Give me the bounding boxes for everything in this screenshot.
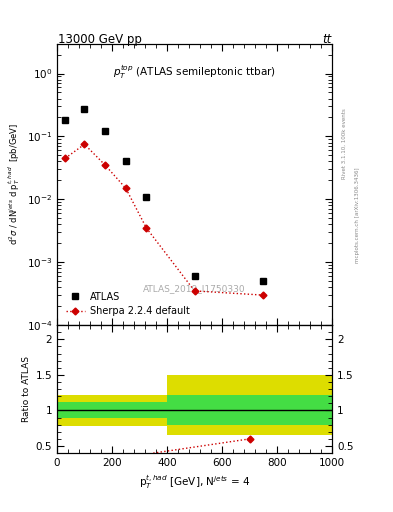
Y-axis label: Ratio to ATLAS: Ratio to ATLAS — [22, 356, 31, 422]
Sherpa 2.2.4 default — [261, 292, 266, 298]
ATLAS — [261, 278, 266, 284]
Y-axis label: d$^2\sigma$ / dN$^{jets}$ d p$_T^{t,had}$  [pb/GeV]: d$^2\sigma$ / dN$^{jets}$ d p$_T^{t,had}… — [7, 123, 22, 245]
Sherpa 2.2.4 default — [103, 162, 108, 168]
Text: $p_T^{top}$ (ATLAS semileptonic ttbar): $p_T^{top}$ (ATLAS semileptonic ttbar) — [113, 63, 276, 81]
X-axis label: p$_T^{t,had}$ [GeV], N$^{jets}$ = 4: p$_T^{t,had}$ [GeV], N$^{jets}$ = 4 — [139, 474, 250, 490]
Text: tt: tt — [322, 33, 331, 46]
Line: Sherpa 2.2.4 default: Sherpa 2.2.4 default — [63, 142, 266, 297]
Sherpa 2.2.4 default — [63, 155, 68, 161]
Legend: ATLAS, Sherpa 2.2.4 default: ATLAS, Sherpa 2.2.4 default — [62, 288, 194, 321]
Line: ATLAS: ATLAS — [62, 106, 267, 285]
Text: mcplots.cern.ch [arXiv:1306.3436]: mcplots.cern.ch [arXiv:1306.3436] — [355, 167, 360, 263]
Text: Rivet 3.1.10, 100k events: Rivet 3.1.10, 100k events — [342, 108, 347, 179]
Sherpa 2.2.4 default — [123, 185, 128, 191]
ATLAS — [123, 158, 128, 164]
ATLAS — [82, 106, 87, 112]
ATLAS — [63, 117, 68, 123]
Sherpa 2.2.4 default — [192, 288, 197, 294]
ATLAS — [144, 194, 149, 200]
Sherpa 2.2.4 default — [144, 225, 149, 231]
Text: ATLAS_2019_I1750330: ATLAS_2019_I1750330 — [143, 284, 246, 293]
ATLAS — [192, 273, 197, 279]
ATLAS — [103, 129, 108, 135]
Sherpa 2.2.4 default — [82, 141, 87, 147]
Text: 13000 GeV pp: 13000 GeV pp — [58, 33, 142, 46]
